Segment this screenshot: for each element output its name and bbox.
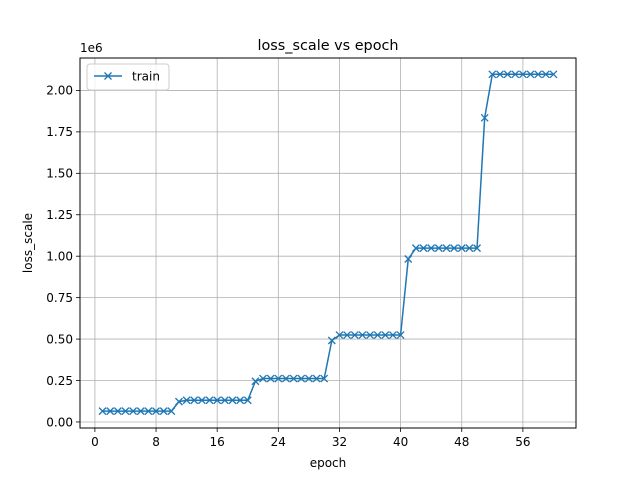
data-point [427, 244, 436, 253]
data-point [541, 70, 550, 79]
data-point [419, 244, 428, 253]
data-point [366, 331, 374, 340]
y-tick-label: 1.25 [46, 208, 73, 222]
data-point [251, 377, 260, 386]
data-point [167, 407, 176, 416]
data-point [182, 396, 191, 405]
y-tick-label: 0.00 [46, 415, 73, 429]
grid-lines [80, 58, 576, 428]
data-point [343, 331, 352, 340]
data-point [113, 407, 122, 416]
x-tick-label: 16 [210, 435, 225, 449]
data-point [358, 331, 367, 340]
data-point [289, 374, 298, 383]
data-point [373, 331, 382, 340]
x-tick-label: 8 [152, 435, 160, 449]
y-axis: 0.00 0.25 0.50 0.75 1.00 1.25 1.50 1.75 2.00 [46, 84, 80, 429]
data-point [144, 407, 153, 416]
data-point [159, 407, 168, 416]
legend-label: train [132, 70, 160, 84]
data-point [457, 244, 466, 253]
data-point [480, 113, 489, 122]
data-point [282, 374, 290, 383]
data-point [304, 374, 313, 383]
data-point [136, 407, 145, 416]
data-point [259, 374, 267, 383]
y-axis-label: loss_scale [21, 213, 35, 273]
y-tick-label: 2.00 [46, 84, 73, 98]
data-point [396, 331, 405, 340]
data-point [381, 331, 390, 340]
y-tick-label: 1.00 [46, 249, 73, 263]
data-point [503, 70, 512, 79]
data-point [190, 396, 199, 405]
data-point [495, 70, 504, 79]
data-point [389, 331, 397, 340]
data-point [220, 396, 229, 405]
x-tick-label: 40 [393, 435, 408, 449]
data-point [98, 407, 107, 416]
y-tick-label: 0.50 [46, 332, 73, 346]
chart-title: loss_scale vs epoch [257, 38, 398, 54]
data-point [404, 255, 413, 263]
legend-marker [104, 72, 112, 80]
data-point [236, 396, 245, 405]
data-point [549, 70, 558, 79]
data-point [106, 407, 115, 416]
data-point [228, 396, 237, 405]
data-point [411, 244, 420, 253]
x-axis: 0 8 16 24 32 40 48 56 [91, 428, 531, 449]
data-point [350, 331, 359, 340]
x-tick-label: 48 [454, 435, 469, 449]
data-point [274, 374, 283, 383]
series-line-train [102, 73, 554, 412]
data-point [213, 396, 222, 405]
plot-area [79, 57, 577, 429]
data-point [465, 244, 474, 253]
data-point [518, 70, 527, 79]
legend: train [86, 63, 170, 91]
y-tick-label: 1.50 [46, 167, 73, 181]
data-point [121, 407, 130, 416]
data-point [175, 397, 183, 406]
x-axis-label: epoch [310, 456, 347, 470]
data-point [442, 244, 451, 253]
data-point [488, 70, 497, 79]
x-tick-label: 56 [515, 435, 530, 449]
data-point [534, 70, 543, 79]
data-point [320, 374, 329, 383]
data-point [434, 244, 443, 253]
data-point [266, 374, 275, 383]
data-point [312, 374, 321, 383]
data-point [526, 70, 535, 79]
x-tick-label: 0 [91, 435, 99, 449]
y-tick-label: 1.75 [46, 125, 73, 139]
data-point [152, 407, 161, 416]
data-point [327, 336, 336, 345]
y-tick-label: 0.25 [46, 374, 73, 388]
y-tick-label: 0.75 [46, 291, 73, 305]
data-point [335, 331, 344, 340]
data-point [511, 70, 520, 79]
legend-box [86, 63, 170, 91]
y-offset-label: 1e6 [80, 41, 103, 55]
data-point [243, 396, 252, 405]
data-point [205, 396, 214, 405]
x-tick-label: 24 [271, 435, 286, 449]
data-point [297, 374, 306, 383]
data-point [450, 244, 459, 253]
series-layer [98, 70, 558, 416]
x-tick-label: 32 [332, 435, 347, 449]
data-point [473, 244, 481, 253]
data-point [197, 396, 206, 405]
data-point [129, 407, 138, 416]
